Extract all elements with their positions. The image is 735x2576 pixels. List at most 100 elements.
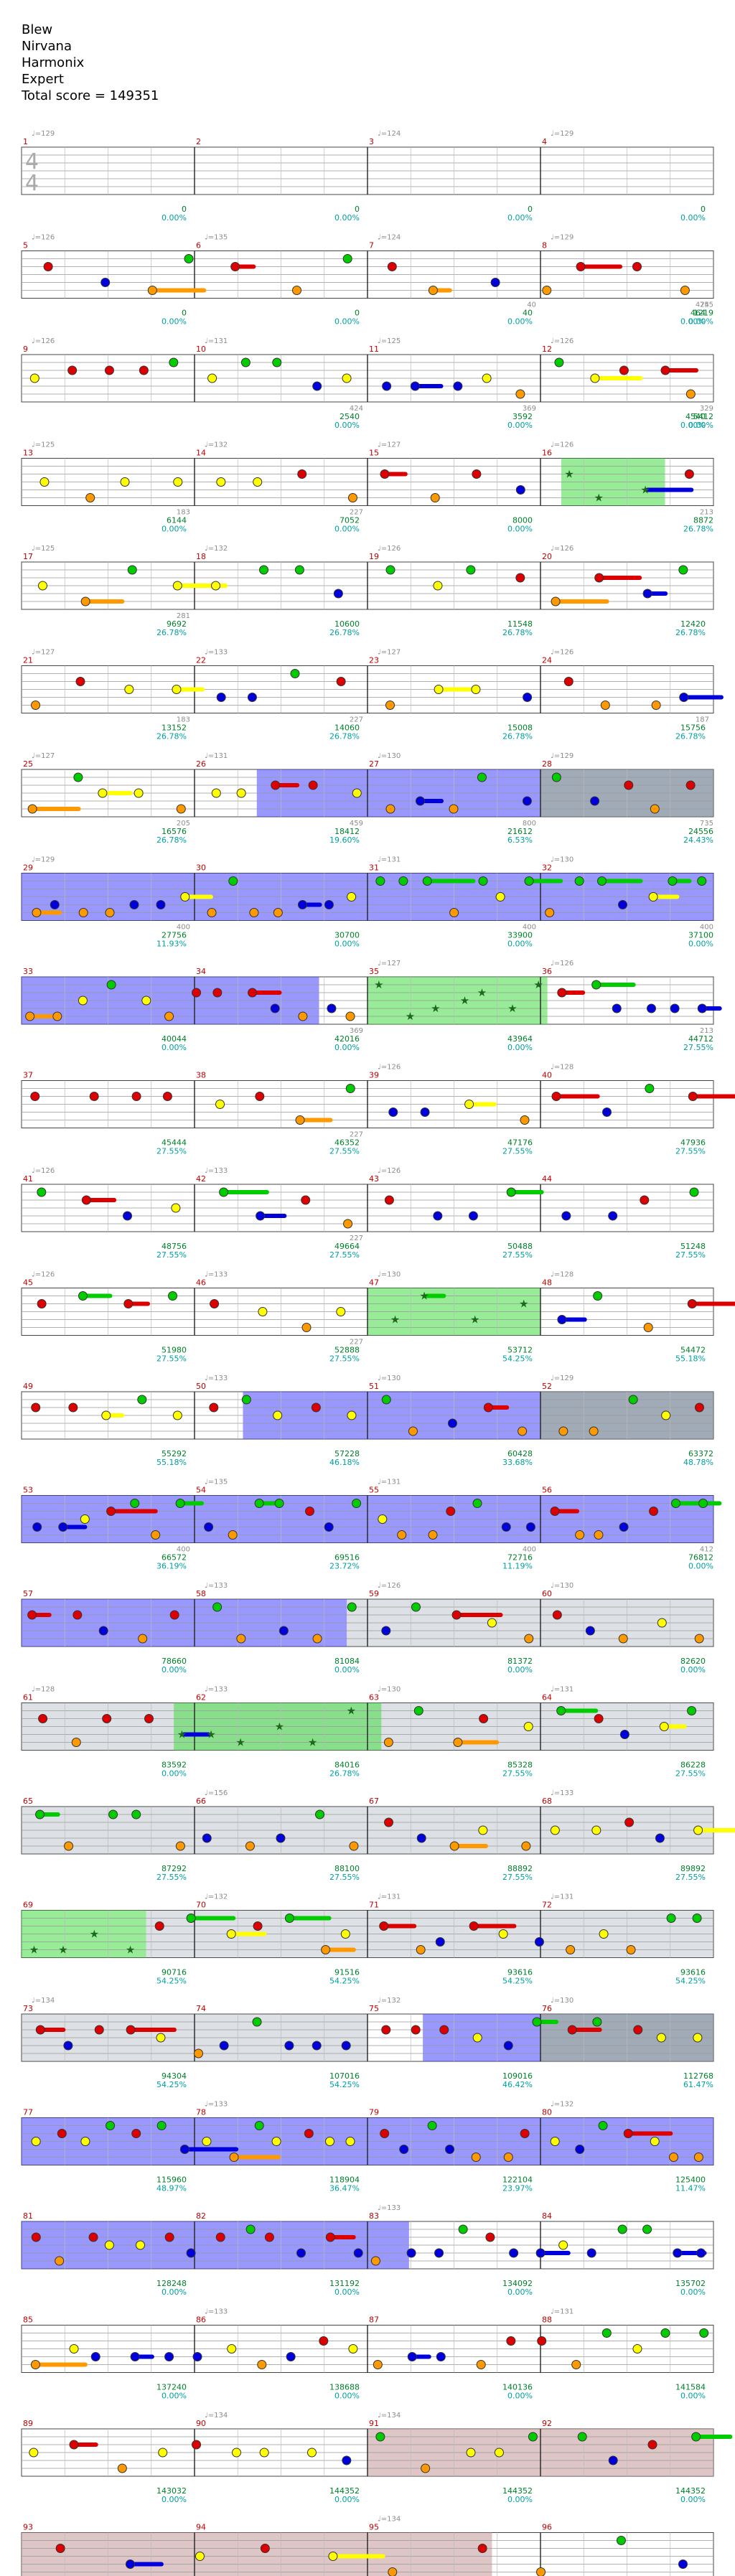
measure-number: 13 <box>23 449 33 458</box>
note-gem <box>685 780 696 790</box>
measure-percent: 27.55% <box>156 1250 187 1260</box>
note-gem <box>215 1100 225 1109</box>
note-gem <box>542 286 552 295</box>
measure-score: 82620 <box>680 1657 706 1666</box>
note-gem <box>27 1610 37 1620</box>
tempo-marker: ♩=156 <box>205 1789 228 1797</box>
measure-score: 128248 <box>156 2279 187 2288</box>
note-gem <box>593 1291 603 1301</box>
tempo-marker: ♩=129 <box>32 856 55 864</box>
staff-row: ★ ★ ★ ★ <box>21 1288 735 1336</box>
measure-number: 65 <box>23 1797 33 1806</box>
note-gem <box>55 2256 65 2266</box>
note-gem <box>466 2448 476 2458</box>
measure-percent: 0.00% <box>688 317 713 327</box>
tempo-marker: ♩=130 <box>378 1374 401 1382</box>
sustain-tail <box>556 1094 600 1099</box>
measure-score: 85328 <box>507 1761 533 1770</box>
tempo-marker: ♩=134 <box>378 2412 401 2420</box>
measure-number: 80 <box>542 2108 552 2117</box>
note-gem <box>433 1211 443 1221</box>
note-gem <box>661 1410 671 1420</box>
measure-score: 138688 <box>329 2383 360 2392</box>
note-gem <box>104 2240 114 2250</box>
note-count: 369 <box>350 1027 363 1035</box>
measure-number: 74 <box>196 2004 206 2013</box>
measure-number: 92 <box>542 2419 552 2428</box>
sustain-tail <box>330 2235 356 2239</box>
tempo-marker: ♩=130 <box>551 1997 574 2005</box>
measure-percent: 0.00% <box>507 2495 533 2504</box>
measure-score: 1219 <box>693 309 713 318</box>
note-gem <box>479 1714 489 1723</box>
note-gem <box>347 892 357 901</box>
measure-score: 66572 <box>161 1553 187 1563</box>
measure-score: 47936 <box>680 1138 706 1148</box>
measure-percent: 26.78% <box>502 732 533 741</box>
sustain-tail <box>259 1501 280 1506</box>
measure-percent: 0.00% <box>680 2392 706 2401</box>
note-gem <box>353 2248 363 2258</box>
note-gem <box>406 2248 416 2258</box>
tempo-marker: ♩=128 <box>32 1686 55 1694</box>
measure-number: 76 <box>542 2004 552 2013</box>
tempo-marker: ♩=131 <box>551 1893 574 1901</box>
note-gem <box>127 565 137 575</box>
note-gem <box>186 2248 196 2258</box>
measure-number: 54 <box>196 1486 206 1495</box>
note-gem <box>202 1833 212 1843</box>
note-gem <box>523 693 533 702</box>
staff-row <box>21 1080 735 1128</box>
note-gem <box>632 262 642 271</box>
measure-score: 118904 <box>329 2175 360 2185</box>
measure-number: 58 <box>196 1589 206 1598</box>
sustain-tail <box>152 288 207 293</box>
note-gem <box>618 1634 628 1644</box>
sustain-tail <box>702 1006 722 1011</box>
note-gem <box>340 1929 350 1939</box>
tempo-marker: ♩=126 <box>32 1271 55 1279</box>
note-gem <box>139 365 149 375</box>
note-gem <box>381 2025 391 2035</box>
note-count: 227 <box>350 716 363 724</box>
note-gem <box>586 2248 596 2258</box>
tempo-marker: ♩=128 <box>551 1271 574 1279</box>
note-gem <box>575 1530 585 1540</box>
song-difficulty: Expert <box>22 72 64 87</box>
note-gem <box>449 1841 459 1851</box>
note-gem <box>383 1738 393 1747</box>
measure-score: 88892 <box>507 1864 533 1873</box>
measure-percent: 0.00% <box>161 2392 187 2401</box>
note-gem <box>490 278 500 287</box>
tempo-marker: ♩=126 <box>551 337 574 345</box>
note-gem <box>324 1522 334 1532</box>
sustain-tail <box>628 2131 673 2136</box>
measure-number: 69 <box>23 1901 33 1910</box>
note-gem <box>284 2041 294 2051</box>
measure-score: 16576 <box>161 827 187 836</box>
sustain-tail <box>39 1812 60 1817</box>
note-gem <box>616 2536 626 2545</box>
star-note: ★ <box>126 1944 135 1957</box>
sustain-tail <box>106 1413 125 1418</box>
note-gem <box>106 980 116 990</box>
staff-row <box>21 1806 735 1855</box>
note-gem <box>550 1825 560 1835</box>
note-gem <box>286 2352 296 2361</box>
note-gem <box>619 1522 629 1532</box>
measure-percent: 0.00% <box>161 1665 187 1675</box>
sustain-tail <box>62 1524 88 1530</box>
measure-number: 1 <box>23 137 28 146</box>
measure-number: 57 <box>23 1589 33 1598</box>
note-gem <box>428 286 438 295</box>
note-gem <box>226 1929 236 1939</box>
measure-percent: 55.18% <box>675 1354 706 1364</box>
note-gem <box>660 365 670 375</box>
note-gem <box>80 596 90 606</box>
note-gem <box>411 1602 421 1612</box>
measure-percent: 26.78% <box>156 835 187 845</box>
tempo-marker: ♩=124 <box>378 234 401 242</box>
staff-row <box>21 146 714 195</box>
sustain-tail <box>581 264 623 269</box>
tempo-marker: ♩=132 <box>205 545 228 553</box>
